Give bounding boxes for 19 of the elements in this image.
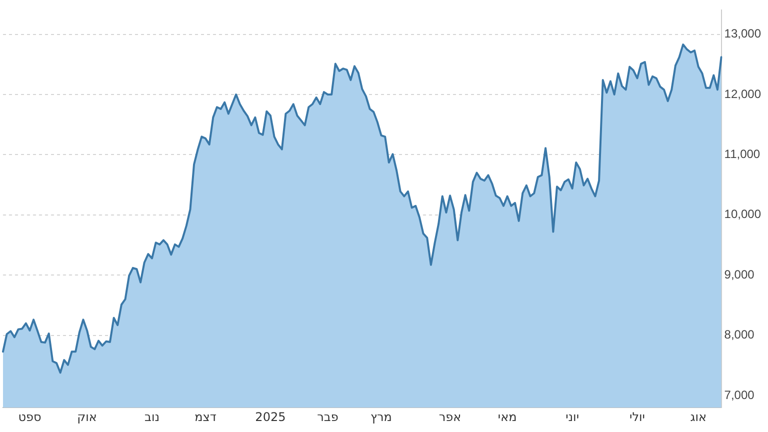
y-tick-label: 9,000 <box>724 267 755 282</box>
y-tick-label: 7,000 <box>724 388 755 402</box>
x-tick-label: מאי <box>498 410 517 424</box>
x-tick-label: יולי <box>630 410 645 424</box>
y-tick-label: 11,000 <box>724 147 760 162</box>
x-tick-label: ספט <box>18 410 42 424</box>
y-tick-label: 10,000 <box>724 207 762 222</box>
x-tick-label: פבר <box>317 410 338 424</box>
y-tick-label: 13,000 <box>724 26 762 41</box>
x-tick-label: אוג <box>690 410 706 424</box>
y-tick-label: 8,000 <box>724 328 755 342</box>
x-tick-label: יוני <box>566 410 580 424</box>
x-tick-label: אפר <box>438 410 462 424</box>
y-tick-label: 12,000 <box>724 86 762 101</box>
x-tick-label: מרץ <box>370 410 392 424</box>
x-tick-label: נוב <box>144 410 160 424</box>
x-tick-label: 2025 <box>255 410 286 424</box>
x-tick-label: אוק <box>77 410 97 424</box>
x-tick-label: דצמ <box>194 410 217 424</box>
